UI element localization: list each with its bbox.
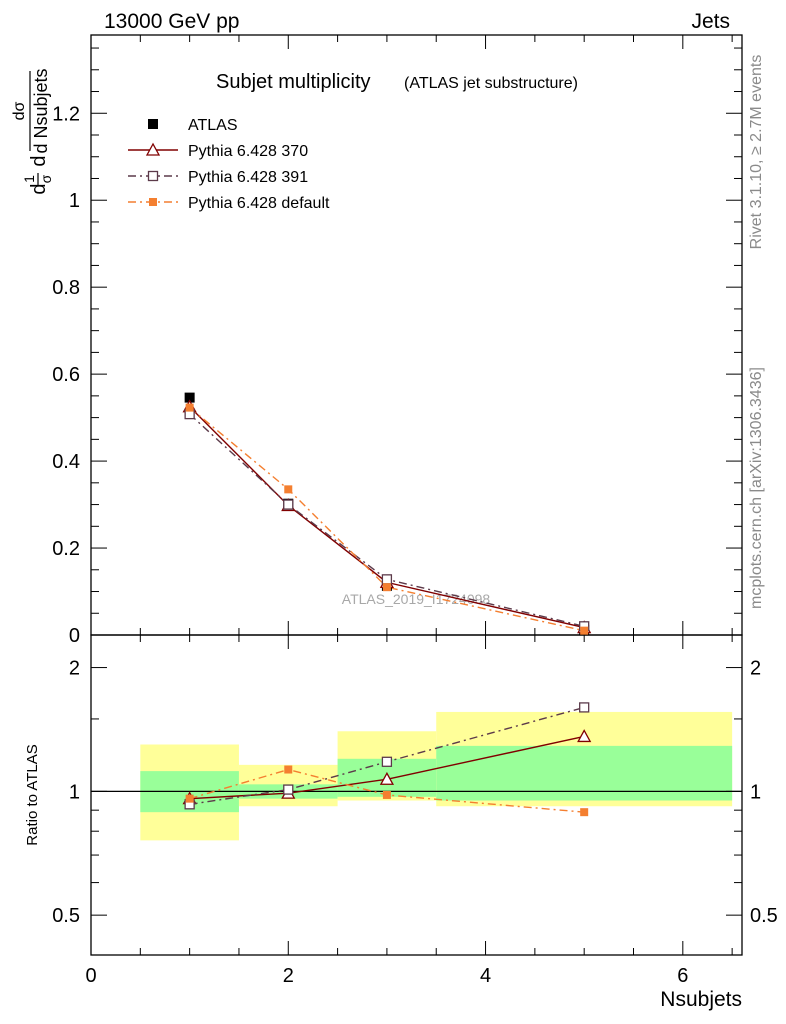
y-tick-label: 1 <box>69 190 80 212</box>
ratio-point-0 <box>379 771 395 785</box>
rivet-version-label: Rivet 3.1.10, ≥ 2.7M events <box>748 55 765 250</box>
ratio-series <box>182 702 592 817</box>
x-tick-label: 4 <box>480 965 491 987</box>
header-left-label: 13000 GeV pp <box>104 10 239 33</box>
legend-label-1: Pythia 6.428 370 <box>188 143 308 160</box>
series-point-2 <box>381 574 393 585</box>
y-tick-label: 0.2 <box>52 538 80 560</box>
legend-marker-3 <box>149 198 157 206</box>
y-axis-title: d 1 σ d dσ d Nsubjets <box>11 68 54 194</box>
ratio-line-0 <box>189 735 585 800</box>
legend-label-2: Pythia 6.428 391 <box>188 169 308 186</box>
series-point-3 <box>382 583 391 592</box>
ratio-point-2 <box>284 765 293 774</box>
legend: ATLAS Pythia 6.428 370 Pythia 6.428 391 Pyt… <box>128 117 330 212</box>
band-inner-3 <box>436 745 733 801</box>
ratio-point-2 <box>185 794 194 803</box>
y-tick-label: 0.6 <box>52 364 80 386</box>
chart-title: Subjet multiplicity <box>216 71 371 93</box>
ratio-point-1 <box>579 702 590 713</box>
x-tick-label: 0 <box>85 965 96 987</box>
svg-text:d: d <box>28 155 50 166</box>
x-axis-title: Nsubjets <box>660 988 742 1011</box>
mcplots-source-label: mcplots.cern.ch [arXiv:1306.3436] <box>748 367 765 609</box>
ratio-uncertainty-bands <box>140 711 733 841</box>
ratio-tick-label-right: 0.5 <box>750 905 778 927</box>
y-tick-label: 0.4 <box>52 451 80 473</box>
ratio-tick-label-right: 1 <box>750 781 761 803</box>
series-point-3 <box>185 403 194 412</box>
y-tick-label: 1.2 <box>52 103 80 125</box>
axis-ticks <box>90 35 742 956</box>
legend-label-3: Pythia 6.428 default <box>188 195 330 212</box>
ratio-point-1 <box>381 756 393 767</box>
ratio-tick-label: 2 <box>69 658 80 680</box>
ratio-point-2 <box>382 790 391 799</box>
y-tick-label: 0 <box>69 625 80 647</box>
ratio-tick-label: 0.5 <box>52 905 80 927</box>
legend-label-0: ATLAS <box>188 117 238 134</box>
svg-text:dσ: dσ <box>11 101 28 120</box>
chart-subtitle: (ATLAS jet substructure) <box>404 75 578 92</box>
series-point-3 <box>580 626 589 635</box>
series-point-2 <box>283 499 294 510</box>
ratio-panel-frame <box>90 634 743 956</box>
legend-marker-0 <box>148 119 158 129</box>
ratio-point-0 <box>577 729 592 743</box>
series-line-1 <box>189 406 585 629</box>
ratio-line-1 <box>189 706 585 806</box>
svg-text:σ: σ <box>38 174 54 183</box>
ratio-tick-label-right: 2 <box>750 658 761 680</box>
x-tick-label: 6 <box>677 965 688 987</box>
main-series <box>182 392 592 635</box>
svg-text:d Nsubjets: d Nsubjets <box>31 68 51 153</box>
svg-text:d: d <box>28 183 50 194</box>
series-point-3 <box>284 485 293 494</box>
ratio-axis-title: Ratio to ATLAS <box>24 744 41 845</box>
header-right-label: Jets <box>691 10 730 33</box>
ratio-point-2 <box>580 808 589 817</box>
x-tick-label: 2 <box>283 965 294 987</box>
ratio-tick-label: 1 <box>69 781 80 803</box>
ratio-point-1 <box>283 784 294 795</box>
svg-text:1: 1 <box>21 175 37 183</box>
axis-tick-labels: 0 2 4 6 0 0.2 0.4 0.6 0.8 1 1.2 0.5 0.5 1 1 2 2 <box>52 103 778 987</box>
analysis-watermark: ATLAS_2019_I1724098 <box>342 591 491 607</box>
series-line-2 <box>189 413 585 627</box>
y-tick-label: 0.8 <box>52 277 80 299</box>
series-point-0 <box>184 392 195 403</box>
legend-marker-2 <box>147 170 159 182</box>
legend-marker-1 <box>145 142 161 156</box>
